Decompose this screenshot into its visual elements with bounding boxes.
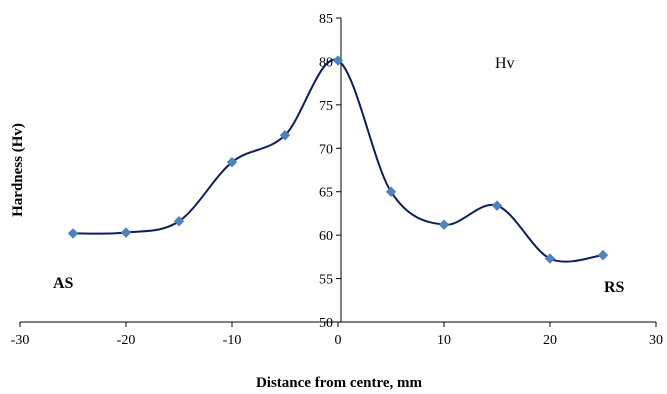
y-tick-label: 50: [319, 316, 333, 331]
y-tick-label: 75: [319, 99, 333, 114]
data-point-marker: [67, 228, 79, 239]
y-tick-label: 65: [319, 186, 333, 201]
y-tick-label: 70: [319, 142, 333, 157]
x-tick-label: -30: [11, 333, 30, 348]
y-ticks: 50 55 60 65 70 75 80 85: [319, 12, 341, 331]
y-tick-label: 80: [319, 55, 333, 70]
data-point-marker: [332, 55, 344, 66]
data-point-marker: [438, 219, 450, 230]
data-point-marker: [279, 130, 291, 141]
series-label-hv: Hv: [495, 55, 515, 72]
x-tick-label: -20: [117, 333, 136, 348]
x-ticks: -30 -20 -10 0 10 20 30: [11, 322, 663, 348]
y-tick-label: 55: [319, 273, 333, 288]
data-point-marker: [120, 227, 132, 238]
x-tick-label: 0: [335, 333, 342, 348]
x-tick-label: 30: [649, 333, 663, 348]
data-point-marker: [226, 156, 238, 168]
annotation-rs: RS: [604, 279, 625, 296]
series-line-hv: [72, 58, 604, 263]
x-tick-label: -10: [223, 333, 242, 348]
data-point-marker: [385, 186, 397, 197]
data-point-marker: [597, 249, 609, 261]
data-point-marker: [491, 200, 503, 211]
data-point-marker: [544, 253, 556, 264]
x-tick-label: 20: [543, 333, 557, 348]
series-markers: [67, 55, 609, 264]
y-tick-label: 60: [319, 229, 333, 244]
y-tick-label: 85: [319, 12, 333, 27]
y-axis-title: Hardness (Hv): [10, 123, 26, 217]
x-tick-label: 10: [437, 333, 451, 348]
data-point-marker: [173, 216, 185, 227]
x-axis-title: Distance from centre, mm: [256, 375, 423, 391]
annotation-as: AS: [53, 275, 74, 292]
